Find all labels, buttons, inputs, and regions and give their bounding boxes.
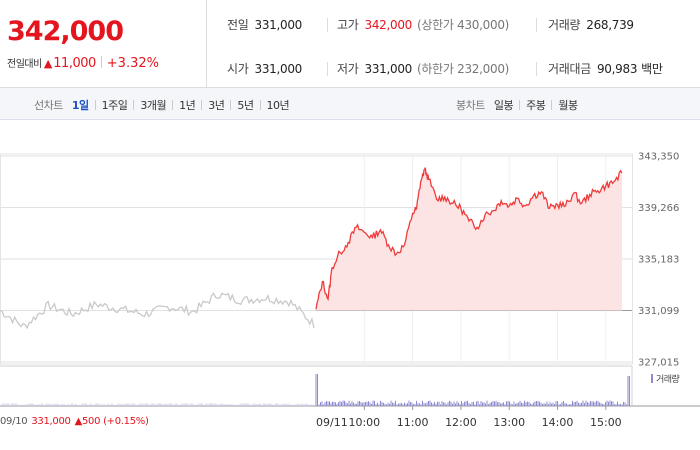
divider xyxy=(327,18,328,32)
lower-limit: (하한가 232,000) xyxy=(417,62,510,76)
stat-label: 거래대금 xyxy=(548,62,591,76)
line-chart-tabs: 선차트 1일 1주일 3개월 1년 3년 5년 10년 xyxy=(34,97,290,113)
quote-summary: 342,000 전일대비 ▲11,000 +3.32% 전일 331,000 고가 34… xyxy=(0,0,700,88)
candle-chart-tabs: 봉차트 일봉 주봉 월봉 xyxy=(456,97,578,113)
divider xyxy=(201,100,203,110)
price-chart-svg: 343,350 339,266 335,183 331,099 327,015 09/11… xyxy=(0,152,700,429)
stat-value: 90,983 xyxy=(596,62,638,76)
divider xyxy=(172,100,174,110)
volume-legend-label: 거래량 xyxy=(656,375,680,385)
divider xyxy=(100,56,102,68)
tab-3-years[interactable]: 3년 xyxy=(208,99,225,112)
change-label: 전일대비 xyxy=(7,59,42,70)
volume-swatch xyxy=(651,374,653,383)
stat-volume: 거래량 268,739 xyxy=(548,16,634,33)
change-percent: +3.32% xyxy=(106,56,159,71)
y-tick-label: 327,015 xyxy=(638,358,679,369)
prev-day-change: ▲500 (+0.15%) xyxy=(75,416,149,427)
tab-1-day[interactable]: 1일 xyxy=(71,99,89,112)
stat-label: 거래량 xyxy=(548,18,581,32)
y-tick-label: 343,350 xyxy=(638,152,679,163)
stat-label: 전일 xyxy=(227,18,249,32)
x-tick-label: 14:00 xyxy=(542,416,574,429)
divider xyxy=(519,100,521,110)
x-tick-label: 15:00 xyxy=(590,416,622,429)
stat-value: 331,000 xyxy=(254,62,303,76)
line-chart-label: 선차트 xyxy=(34,99,63,112)
today-price-line xyxy=(315,167,623,310)
stat-value: 342,000 xyxy=(364,18,413,32)
stat-low: 저가 331,000 (하한가 232,000) xyxy=(337,60,509,77)
up-arrow-icon: ▲ xyxy=(43,57,53,70)
divider xyxy=(327,62,328,76)
tab-5-years[interactable]: 5년 xyxy=(237,99,254,112)
tab-3-months[interactable]: 3개월 xyxy=(140,99,167,112)
divider xyxy=(259,100,261,110)
x-tick-label: 10:00 xyxy=(348,416,380,429)
prev-day-line xyxy=(0,292,315,330)
change-amount: 11,000 xyxy=(53,56,96,71)
divider xyxy=(133,100,135,110)
tab-weekly-candle[interactable]: 주봉 xyxy=(526,99,546,112)
stat-value: 331,000 xyxy=(364,62,413,76)
prev-day-summary: 09/10 331,000 ▲500 (+0.15%) xyxy=(0,416,149,427)
prev-day-close: 331,000 xyxy=(31,416,71,427)
stat-label: 저가 xyxy=(337,62,359,76)
intraday-chart: 343,350 339,266 335,183 331,099 327,015 09/11… xyxy=(0,120,700,450)
y-tick-label: 339,266 xyxy=(638,203,679,214)
stat-high: 고가 342,000 (상한가 430,000) xyxy=(337,16,509,33)
upper-limit: (상한가 430,000) xyxy=(417,18,510,32)
prev-day-date: 09/10 xyxy=(0,416,28,427)
tab-daily-candle[interactable]: 일봉 xyxy=(493,99,514,112)
x-tick-label: 11:00 xyxy=(397,416,429,429)
tab-1-week[interactable]: 1주일 xyxy=(101,99,128,112)
x-tick-label: 09/11 xyxy=(316,416,348,429)
prev-day-change-percent: (+0.15%) xyxy=(103,416,149,427)
today-area-fill xyxy=(316,167,622,311)
stat-label: 시가 xyxy=(227,62,249,76)
divider xyxy=(230,100,232,110)
current-price: 342,000 xyxy=(7,16,124,47)
x-tick-label: 12:00 xyxy=(445,416,477,429)
divider xyxy=(536,18,537,32)
stat-unit: 백만 xyxy=(641,62,663,76)
y-tick-label: 331,099 xyxy=(638,306,679,317)
tab-10-years[interactable]: 10년 xyxy=(266,99,290,112)
stat-value: 268,739 xyxy=(586,18,634,32)
stat-prev-close: 전일 331,000 xyxy=(227,16,302,33)
stat-label: 고가 xyxy=(337,18,359,32)
divider xyxy=(551,100,553,110)
stat-open: 시가 331,000 xyxy=(227,60,302,77)
y-tick-label: 335,183 xyxy=(638,254,679,265)
divider xyxy=(94,100,96,110)
price-box: 342,000 전일대비 ▲11,000 +3.32% xyxy=(0,0,207,88)
x-tick-label: 13:00 xyxy=(493,416,525,429)
stat-value: 331,000 xyxy=(254,18,303,32)
tab-monthly-candle[interactable]: 월봉 xyxy=(558,99,578,112)
stat-trade-value: 거래대금 90,983 백만 xyxy=(548,60,663,77)
candle-chart-label: 봉차트 xyxy=(456,99,485,112)
divider xyxy=(536,62,537,76)
prev-day-change-amount: 500 xyxy=(81,416,101,427)
tab-1-year[interactable]: 1년 xyxy=(179,99,196,112)
chart-period-tabbar: 선차트 1일 1주일 3개월 1년 3년 5년 10년 봉차트 일봉 주봉 월봉 xyxy=(0,88,700,120)
volume-legend: 거래량 xyxy=(651,372,680,385)
up-arrow-icon: ▲ xyxy=(74,416,83,427)
price-change-row: 전일대비 ▲11,000 +3.32% xyxy=(7,55,159,71)
